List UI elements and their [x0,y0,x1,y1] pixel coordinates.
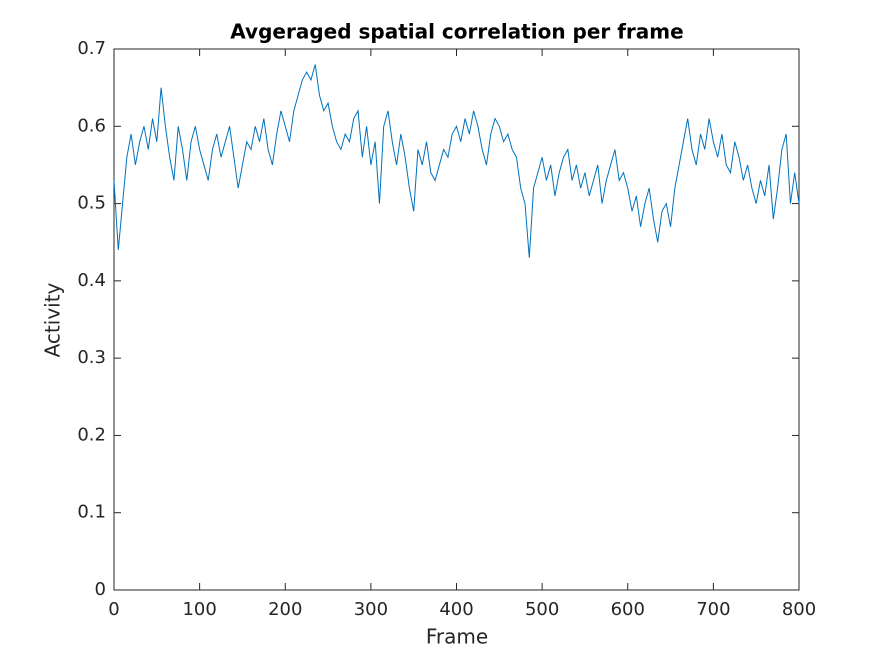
x-tick-label: 0 [108,599,119,620]
x-tick-label: 700 [696,599,730,620]
y-tick-label: 0.2 [77,424,106,445]
y-tick-label: 0.1 [77,502,106,523]
x-tick-label: 100 [182,599,216,620]
x-tick-label: 400 [439,599,473,620]
y-tick-label: 0.4 [77,270,106,291]
data-line [113,64,800,258]
x-tick-label: 300 [354,599,388,620]
x-tick-label: 500 [525,599,559,620]
x-tick-label: 800 [782,599,816,620]
x-axis-label: Frame [426,625,488,649]
x-tick-label: 600 [611,599,645,620]
y-tick-label: 0.5 [77,193,106,214]
y-tick-label: 0.6 [77,115,106,136]
y-axis-label: Activity [41,282,65,357]
chart-title: Avgeraged spatial correlation per frame [230,20,683,44]
y-tick-label: 0 [95,579,106,600]
y-tick-label: 0.3 [77,347,106,368]
x-tick-label: 200 [268,599,302,620]
y-tick-label: 0.7 [77,38,106,59]
